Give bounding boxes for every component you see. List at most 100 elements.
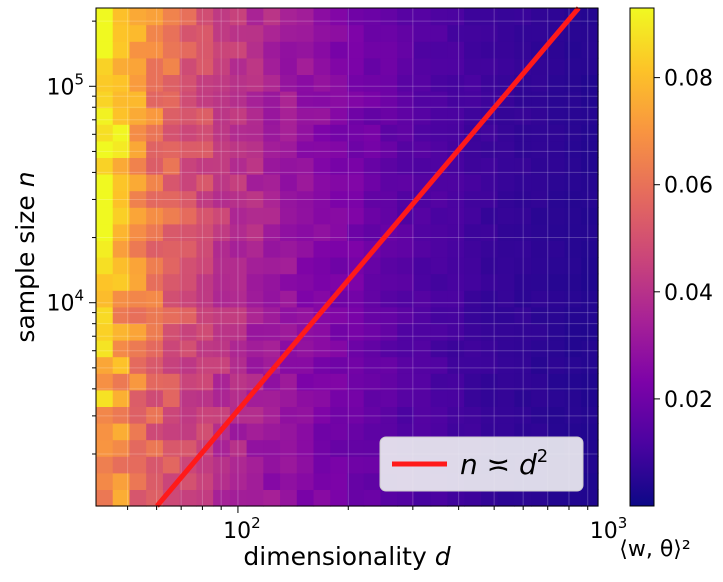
heatmap-cell: [96, 8, 114, 26]
heatmap-cell: [531, 223, 549, 241]
heatmap-cell: [313, 489, 331, 507]
heatmap-cell: [330, 373, 348, 391]
heatmap-cell: [363, 107, 382, 125]
heatmap-cell: [497, 190, 515, 208]
heatmap-cell: [430, 91, 448, 109]
heatmap-cell: [480, 489, 499, 507]
heatmap-cell: [280, 140, 298, 158]
heatmap-cell: [397, 273, 415, 291]
heatmap-cell: [464, 406, 482, 424]
heatmap-cell: [246, 107, 264, 125]
heatmap-cell: [380, 373, 398, 391]
heatmap-cell: [162, 223, 181, 241]
heatmap-cell: [96, 124, 114, 142]
heatmap-cell: [296, 157, 315, 175]
heatmap-cell: [112, 41, 131, 59]
heatmap-cell: [162, 273, 181, 291]
heatmap-cell: [363, 57, 382, 75]
heatmap-cell: [330, 456, 348, 474]
heatmap-cell: [296, 240, 315, 258]
heatmap-cell: [313, 190, 331, 208]
heatmap-cell: [112, 423, 131, 441]
heatmap-cell: [263, 423, 281, 441]
heatmap-cell: [129, 91, 147, 109]
heatmap-cell: [129, 472, 147, 490]
heatmap-cell: [464, 174, 482, 192]
heatmap-cell: [581, 273, 599, 291]
heatmap-cell: [447, 373, 465, 391]
heatmap-cell: [280, 91, 298, 109]
heatmap-cell: [330, 74, 348, 92]
heatmap-cell: [363, 439, 382, 457]
heatmap-cell: [129, 74, 147, 92]
heatmap-cell: [464, 157, 482, 175]
heatmap-cell: [146, 273, 164, 291]
heatmap-cell: [363, 356, 382, 374]
heatmap-cell: [547, 373, 566, 391]
heatmap-cell: [363, 8, 382, 26]
heatmap-cell: [531, 306, 549, 324]
heatmap-cell: [263, 24, 281, 42]
heatmap-cell: [296, 472, 315, 490]
heatmap-cell: [263, 257, 281, 275]
heatmap-cell: [313, 91, 331, 109]
heatmap-cell: [547, 107, 566, 125]
heatmap-cell: [581, 207, 599, 225]
heatmap-cell: [347, 124, 365, 142]
heatmap-cell: [413, 290, 432, 308]
heatmap-cell: [430, 74, 448, 92]
heatmap-cell: [213, 489, 231, 507]
heatmap-cell: [497, 340, 515, 358]
heatmap-cell: [313, 323, 331, 341]
heatmap-cell: [112, 323, 131, 341]
heatmap-cell: [196, 91, 214, 109]
heatmap-cell: [330, 190, 348, 208]
heatmap-cell: [497, 207, 515, 225]
heatmap-cell: [581, 472, 599, 490]
heatmap-cell: [246, 74, 264, 92]
heatmap-cell: [480, 24, 499, 42]
heatmap-cell: [246, 8, 264, 26]
heatmap-cell: [363, 190, 382, 208]
heatmap-cell: [213, 140, 231, 158]
heatmap-cell: [146, 323, 164, 341]
heatmap-cell: [564, 74, 582, 92]
heatmap-cell: [347, 223, 365, 241]
heatmap-cell: [129, 223, 147, 241]
heatmap-cell: [263, 290, 281, 308]
heatmap-cell: [213, 74, 231, 92]
heatmap-cell: [280, 257, 298, 275]
heatmap-cell: [296, 439, 315, 457]
heatmap-cell: [196, 257, 214, 275]
heatmap-cell: [464, 290, 482, 308]
heatmap-cell: [96, 456, 114, 474]
heatmap-cell: [581, 290, 599, 308]
heatmap-cell: [229, 57, 248, 75]
heatmap-cell: [347, 290, 365, 308]
heatmap-cell: [514, 140, 532, 158]
colorbar-tick-label: 0.06: [664, 174, 713, 199]
heatmap-cell: [397, 74, 415, 92]
heatmap-cell: [581, 257, 599, 275]
heatmap-cell: [263, 57, 281, 75]
heatmap-cell: [564, 257, 582, 275]
heatmap-cell: [547, 290, 566, 308]
heatmap-cell: [246, 423, 264, 441]
heatmap-cell: [296, 91, 315, 109]
heatmap-cell: [229, 423, 248, 441]
heatmap-cell: [330, 406, 348, 424]
heatmap-cell: [514, 207, 532, 225]
heatmap-cell: [547, 389, 566, 407]
heatmap-cell: [430, 373, 448, 391]
heatmap-cell: [96, 323, 114, 341]
heatmap-cell: [213, 406, 231, 424]
heatmap-cell: [96, 91, 114, 109]
heatmap-cell: [280, 24, 298, 42]
heatmap-cell: [96, 207, 114, 225]
heatmap-cell: [330, 257, 348, 275]
heatmap-cell: [246, 174, 264, 192]
heatmap-cell: [179, 140, 197, 158]
heatmap-cell: [129, 124, 147, 142]
heatmap-cell: [112, 356, 131, 374]
